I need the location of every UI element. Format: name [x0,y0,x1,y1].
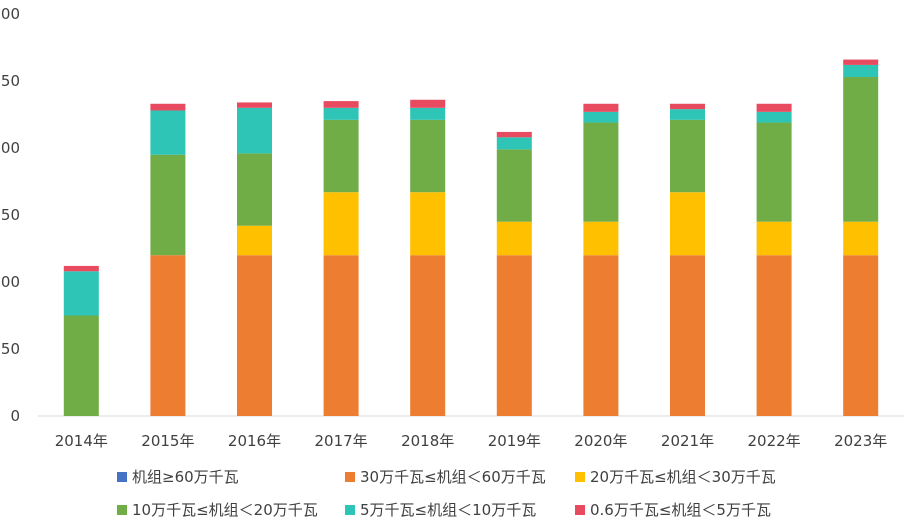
bar-segment [150,110,186,155]
bar-segment [583,103,619,112]
bar-segment [410,255,446,416]
legend-swatch [345,472,355,482]
bar-segment [583,122,619,222]
y-tick-label: 300 [0,5,20,23]
bar-segment [670,119,705,193]
x-tick-label: 2021年 [661,432,714,450]
bar-segment [843,59,879,65]
bar-segment [670,109,705,120]
y-tick-label: 100 [0,273,20,291]
bar-segment [843,76,879,222]
legend-swatch [575,505,585,515]
legend-swatch [117,472,127,482]
legend-label: 10万千瓦≤机组＜20万千瓦 [132,501,318,519]
legend-label: 30万千瓦≤机组＜60万千瓦 [360,468,546,486]
x-tick-label: 2018年 [401,432,454,450]
x-tick-label: 2019年 [488,432,541,450]
bar-segment [323,119,359,193]
legend-label: 5万千瓦≤机组＜10万千瓦 [360,501,536,519]
bar-segment [237,225,272,256]
bar-segment [63,265,99,272]
x-tick-label: 2020年 [574,432,627,450]
bar-segment [496,221,532,256]
bar-segment [756,122,792,222]
bar-segment [237,102,272,108]
bar-segment [496,255,532,416]
bar-segment [843,64,879,77]
bar-segment [323,192,359,256]
x-tick-label: 2014年 [55,432,108,450]
bar-segment [670,255,705,416]
bar-segment [756,103,792,112]
bar-segment [410,99,446,108]
x-tick-label: 2023年 [834,432,887,450]
legend: 机组≥60万千瓦 30万千瓦≤机组＜60万千瓦 20万千瓦≤机组＜30万千瓦 10万千… [117,468,776,519]
bar-segment [496,149,532,222]
x-axis-ticks: 2014年 2015年 2016年 2017年 2018年 2019年 2020年 2021年… [55,432,888,450]
bars [63,59,879,416]
x-tick-label: 2015年 [141,432,194,450]
bar-segment [670,192,705,256]
y-tick-label: 0 [10,407,20,425]
bar-segment [63,271,99,316]
bar-segment [756,255,792,416]
bar-segment [756,111,792,123]
bar-segment [63,315,99,416]
legend-label: 20万千瓦≤机组＜30万千瓦 [590,468,776,486]
y-tick-label: 50 [1,340,20,358]
x-tick-label: 2016年 [228,432,281,450]
y-tick-label: 150 [0,206,20,224]
bar-segment [150,103,186,111]
y-tick-label: 200 [0,139,20,157]
bar-segment [237,107,272,154]
bar-segment [237,153,272,226]
legend-label: 机组≥60万千瓦 [132,468,239,486]
x-tick-label: 2022年 [748,432,801,450]
bar-segment [410,119,446,193]
bar-segment [323,107,359,120]
bar-segment [410,107,446,120]
legend-swatch [575,472,585,482]
bar-segment [756,221,792,256]
bar-segment [237,255,272,416]
x-tick-label: 2017年 [315,432,368,450]
bar-segment [583,221,619,256]
bar-segment [843,255,879,416]
legend-swatch [117,505,127,515]
bar-segment [496,131,532,138]
y-axis: 0 50 100 150 200 250 300 [0,5,20,425]
legend-label: 0.6万千瓦≤机组＜5万千瓦 [590,501,771,519]
bar-segment [496,137,532,150]
bar-segment [670,103,705,110]
legend-swatch [345,505,355,515]
bar-segment [583,111,619,123]
bar-segment [150,154,186,256]
bar-segment [323,101,359,108]
bar-segment [583,255,619,416]
bar-segment [323,255,359,416]
bar-segment [150,255,186,416]
y-tick-label: 250 [0,72,20,90]
bar-segment [843,221,879,256]
bar-segment [410,192,446,256]
